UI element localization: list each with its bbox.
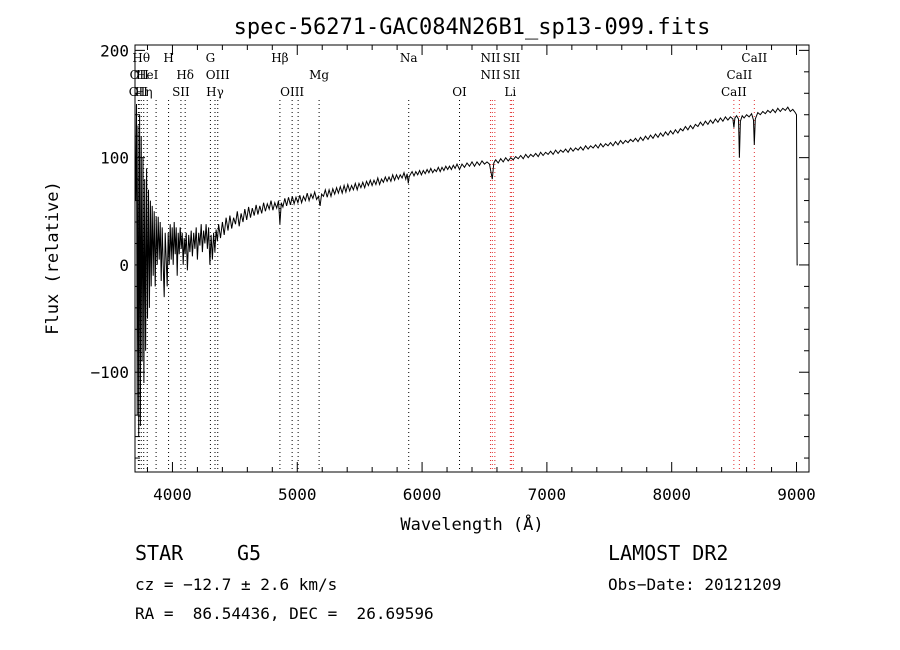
spectral-line-label: Li — [504, 85, 516, 99]
spectral-line-label: CaII — [741, 51, 767, 65]
y-tick-label: 100 — [100, 149, 129, 168]
object-subclass: G5 — [237, 541, 262, 565]
spectral-line-label: CaII — [726, 68, 752, 82]
spectral-line-label: OIII — [280, 85, 304, 99]
x-tick-label: 9000 — [777, 485, 816, 504]
spectral-line-label: G — [206, 51, 216, 65]
spectral-line-label: H — [163, 51, 173, 65]
spectral-line-label: SII — [503, 68, 521, 82]
x-tick-label: 8000 — [652, 485, 691, 504]
spectral-line-label: OIII — [206, 68, 230, 82]
spectral-line-label: SII — [503, 51, 521, 65]
y-tick-label: 200 — [100, 41, 129, 60]
spectral-line-label: Na — [400, 51, 418, 65]
x-tick-label: 4000 — [153, 485, 192, 504]
plot-frame — [134, 44, 810, 473]
x-tick-label: 7000 — [528, 485, 567, 504]
spectral-line-label: SII — [172, 85, 190, 99]
object-class: STAR — [135, 541, 184, 565]
spectral-line-label: NII — [480, 51, 500, 65]
obs-date-label: Obs−Date: 20121209 — [608, 575, 782, 594]
chart-title: spec-56271-GAC084N26B1_sp13-099.fits — [234, 15, 711, 40]
spectral-line-label: OII — [129, 85, 149, 99]
spectral-line-label: OI — [452, 85, 467, 99]
line-markers: OII OII Hθ Hη HeI H SII Hδ G Hγ OIII Hβ OIII Mg Na OI NI… — [129, 51, 767, 472]
spectral-line-label: Hβ — [271, 51, 288, 65]
x-axis-label: Wavelength (Å) — [400, 513, 543, 535]
spectral-line-label: Mg — [309, 68, 329, 82]
spectral-line-label: Hδ — [176, 68, 194, 82]
survey-label: LAMOST DR2 — [608, 541, 729, 565]
spectral-line-label: CaII — [721, 85, 747, 99]
y-axis-label: Flux (relative) — [43, 181, 63, 335]
axes: 4000 5000 6000 7000 8000 9000 −100 0 100 200 — [90, 41, 815, 504]
spectral-line-label: HeI — [136, 68, 159, 82]
y-tick-label: −100 — [90, 363, 129, 382]
spectral-line-label: OII — [130, 68, 150, 82]
y-tick-label: 0 — [119, 256, 129, 275]
coordinates-label: RA = 86.54436, DEC = 26.69596 — [135, 604, 434, 623]
x-tick-label: 6000 — [403, 485, 442, 504]
spectral-line-label: Hθ — [132, 51, 150, 65]
spectrum-line — [135, 103, 798, 437]
x-tick-label: 5000 — [278, 485, 317, 504]
redshift-label: cz = −12.7 ± 2.6 km/s — [135, 575, 338, 594]
spectral-line-label: NII — [480, 68, 500, 82]
spectral-line-label: Hγ — [206, 85, 224, 99]
spectral-line-label: Hη — [135, 85, 153, 99]
